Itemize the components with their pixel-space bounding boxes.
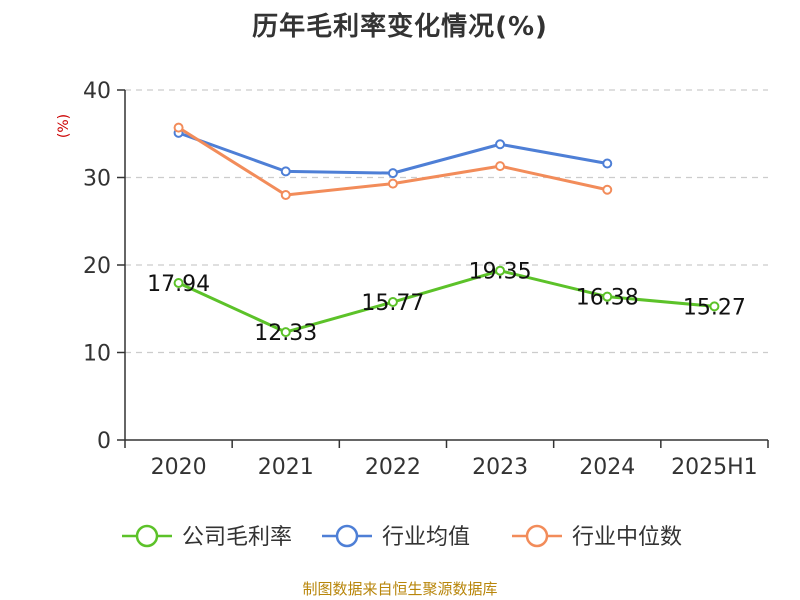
data-label: 15.77 (361, 291, 424, 316)
source-note: 制图数据来自恒生聚源数据库 (302, 580, 498, 598)
grid-lines (125, 89, 768, 354)
x-tick-label: 2021 (258, 455, 314, 480)
x-tick-label: 2020 (151, 455, 207, 480)
data-labels: 17.94 12.33 15.77 19.35 16.38 15.27 (147, 260, 746, 346)
x-tick-label: 2022 (365, 455, 421, 480)
y-tick-label: 40 (83, 79, 111, 104)
y-tick-label: 30 (83, 167, 111, 192)
series-point-0 (173, 278, 184, 289)
data-label: 15.27 (683, 295, 746, 320)
legend-label: 行业均值 (382, 525, 470, 550)
chart-title: 历年毛利率变化情况(%) (252, 12, 548, 42)
axes: 0 10 20 30 40 2020 2021 2022 2023 2024 2025H1 (83, 79, 769, 480)
legend-marker (335, 524, 359, 548)
series-point-1 (602, 158, 613, 169)
legend-label: 行业中位数 (572, 525, 682, 550)
legend-marker (135, 524, 159, 548)
legend: 公司毛利率 行业均值 行业中位数 (122, 524, 682, 550)
series-point-0 (387, 297, 398, 308)
y-tick-label: 10 (83, 342, 111, 367)
series-point-2 (602, 184, 613, 195)
series-point-2 (495, 161, 506, 172)
series-point-0 (709, 301, 720, 312)
series-lines (173, 122, 720, 338)
x-tick-label: 2024 (579, 455, 635, 480)
series-point-1 (280, 166, 291, 177)
y-tick-label: 20 (83, 254, 111, 279)
x-tick-label: 2023 (472, 455, 528, 480)
legend-label: 公司毛利率 (182, 525, 292, 550)
data-label: 17.94 (147, 272, 210, 297)
x-tick-label: 2025H1 (671, 455, 758, 480)
series-line-0 (177, 269, 715, 334)
series-point-1 (495, 139, 506, 150)
series-point-0 (602, 291, 613, 302)
data-label: 19.35 (469, 260, 532, 285)
series-point-2 (387, 178, 398, 189)
y-axis-title: (%) (56, 114, 72, 138)
data-label: 16.38 (576, 286, 639, 311)
series-point-1 (387, 168, 398, 179)
series-point-0 (280, 327, 291, 338)
series-point-0 (495, 265, 506, 276)
series-point-2 (280, 190, 291, 200)
y-tick-label: 0 (97, 429, 111, 454)
series-point-2 (173, 122, 184, 133)
data-label: 12.33 (254, 321, 317, 346)
legend-marker (525, 524, 549, 548)
